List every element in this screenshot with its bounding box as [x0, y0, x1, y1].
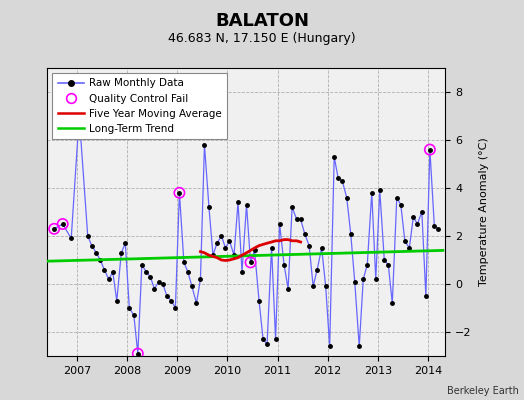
Point: [59, 221, 67, 227]
Text: BALATON: BALATON: [215, 12, 309, 30]
Text: Berkeley Earth: Berkeley Earth: [447, 386, 519, 396]
Legend: Raw Monthly Data, Quality Control Fail, Five Year Moving Average, Long-Term Tren: Raw Monthly Data, Quality Control Fail, …: [52, 73, 227, 139]
Point: [246, 259, 255, 266]
Point: [425, 146, 434, 153]
Text: 46.683 N, 17.150 E (Hungary): 46.683 N, 17.150 E (Hungary): [168, 32, 356, 45]
Y-axis label: Temperature Anomaly (°C): Temperature Anomaly (°C): [478, 138, 488, 286]
Point: [50, 226, 58, 232]
Point: [134, 350, 142, 357]
Point: [175, 190, 183, 196]
